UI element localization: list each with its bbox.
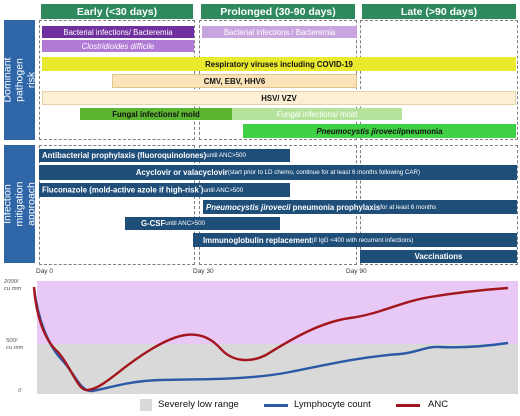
legend-low-range-label: Severely low range: [158, 399, 239, 410]
bar-immunoglobulin: Immunoglobulin replacement (if IgG <400 …: [193, 233, 517, 247]
bar-pcp: Pneumocystis jirovecii pneumonia: [243, 124, 516, 138]
immunoglobulin-note: (if IgG <400 with recurrent infections): [311, 236, 414, 244]
gcsf-note: until ANC>500: [165, 220, 205, 227]
bar-pjp-prophylaxis: Pneumocystis jirovecii pneumonia prophyl…: [203, 200, 517, 214]
phase-header-prolonged: Prolonged (30-90 days): [201, 4, 355, 19]
bar-hsv: HSV/ VZV: [42, 91, 516, 105]
acyclovir-label: Acyclovir or valacyclovir: [135, 168, 228, 177]
antibacterial-note: until ANC>500: [206, 152, 246, 159]
bar-cmv: CMV, EBV, HHV6: [112, 74, 357, 88]
acyclovir-note: (start prior to LD chemo, continue for a…: [227, 169, 421, 176]
pcp-tail-text: pneumonia: [400, 126, 443, 136]
anc-curve: [32, 286, 509, 392]
phase-header-early: Early (<30 days): [41, 4, 193, 19]
bar-cdiff: Clostridioides difficile: [42, 40, 194, 52]
antibacterial-label: Antibacterial prophylaxis (fluoroquinolo…: [42, 151, 207, 160]
gcsf-label: G-CSF: [141, 219, 166, 228]
fluconazole-label: Fluconazole (mold-active azole if high-r…: [42, 185, 204, 195]
bar-bacterial-prolonged: Bacterial infections / Bacteremia: [202, 26, 357, 38]
legend-low-range-swatch: [140, 399, 152, 411]
bar-vaccinations: Vaccinations: [360, 250, 517, 263]
legend-anc-label: ANC: [428, 399, 449, 410]
day-0-label: Day 0: [36, 268, 53, 275]
legend-lymphocyte-line: [264, 404, 288, 407]
side-label-risk: Dominant pathogen risk: [2, 20, 38, 140]
bar-gcsf: G-CSF until ANC>500: [125, 217, 280, 230]
bar-fungal-prolonged: Fungal infections/ mold: [232, 108, 402, 120]
pcp-italic-text: Pneumocystis jirovecii: [316, 126, 401, 136]
day-90-label: Day 90: [346, 268, 367, 275]
pjp-label: Pneumocystis jirovecii pneumonia prophyl…: [206, 202, 381, 212]
late-column-outline: [360, 20, 518, 140]
bar-respiratory: Respiratory viruses including COVID-19: [42, 57, 516, 71]
legend-anc-line: [396, 404, 420, 407]
legend-lymphocyte-label: Lymphocyte count: [294, 399, 371, 410]
day-30-label: Day 30: [193, 268, 214, 275]
pjp-note: for at least 6 months: [380, 203, 437, 211]
bar-fungal-early: Fungal infections/ mold: [80, 108, 232, 120]
bar-fluconazole: Fluconazole (mold-active azole if high-r…: [39, 183, 290, 197]
y-tick-2000: 2000/cu mm: [4, 279, 22, 292]
mitigation-early-outline: [39, 145, 195, 265]
side-label-mitigation: Infection mitigation approach: [2, 145, 38, 263]
bar-bacterial-early: Bacterial infections/ Bacteremia: [42, 26, 194, 38]
y-tick-500: 500/cu mm: [6, 338, 24, 351]
phase-header-late: Late (>90 days): [362, 4, 516, 19]
immunoglobulin-label: Immunoglobulin replacement: [203, 235, 312, 245]
normal-range-band: [37, 281, 518, 344]
bar-antibacterial: Antibacterial prophylaxis (fluoroquinolo…: [39, 149, 290, 162]
bar-acyclovir: Acyclovir or valacyclovir (start prior t…: [39, 165, 517, 180]
y-tick-0: 0: [18, 388, 22, 394]
fluconazole-note: until ANC>500: [203, 186, 244, 194]
